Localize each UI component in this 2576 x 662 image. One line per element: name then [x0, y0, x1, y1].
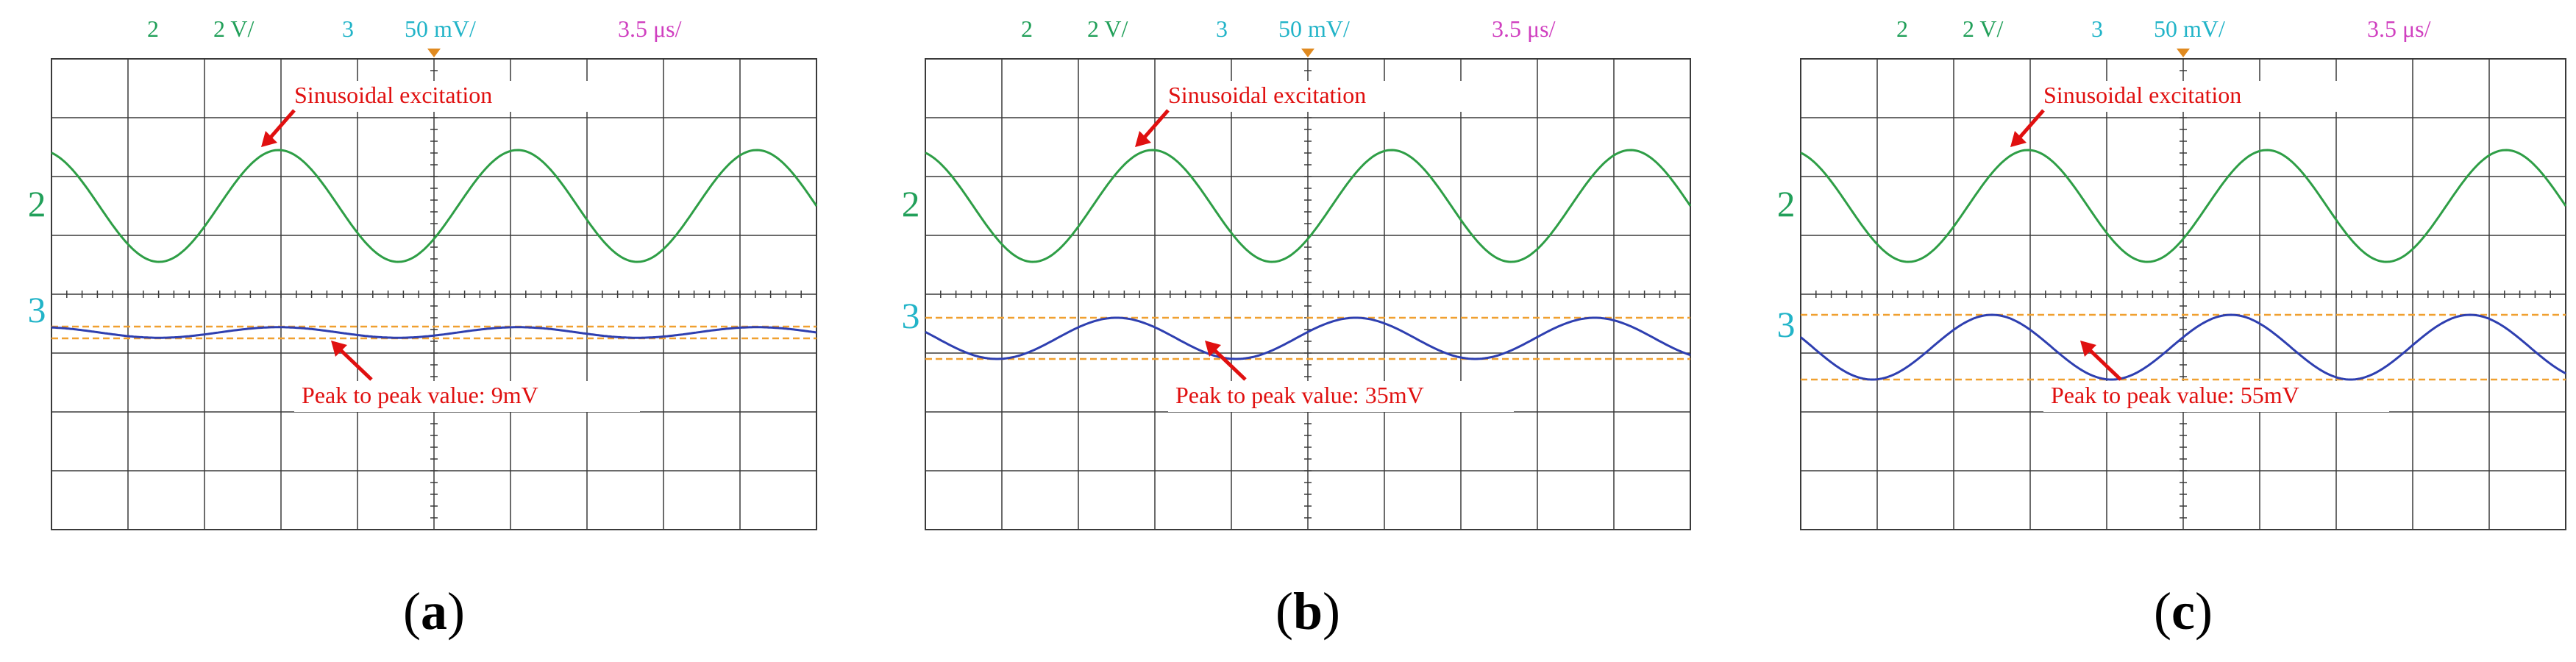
- scope-panel-c: 2 2 V/3 50 mV/3.5 μs/2 3 Sinusoidal excitati…: [1779, 0, 2576, 662]
- header-ch2-scale: 2 V/: [1963, 15, 2004, 42]
- header-ch3-scale: 50 mV/: [405, 15, 476, 42]
- annotation-peak-bg: [1168, 381, 1514, 412]
- annotation-peak: Peak to peak value: 35mV: [1175, 382, 1424, 408]
- arrow-head: [2080, 341, 2096, 357]
- arrow-head: [1135, 131, 1151, 147]
- oscilloscope-screen: 2 2 V/3 50 mV/3.5 μs/2 3 Sinusoidal excitati…: [29, 15, 818, 530]
- header-ch2-scale: 2 V/: [213, 15, 255, 42]
- annotation-excitation-bg: [1157, 81, 1466, 112]
- annotation-arrow-peak: [1211, 346, 1247, 381]
- annotation-peak-bg: [2043, 381, 2389, 412]
- trigger-marker: [1301, 49, 1314, 57]
- trigger-marker: [2177, 49, 2190, 57]
- annotation-excitation: Sinusoidal excitation: [294, 82, 492, 108]
- arrow-head: [1205, 341, 1221, 357]
- header-ch2-label: 2: [147, 15, 159, 42]
- header-timebase: 3.5 μs/: [2367, 15, 2431, 42]
- channel-label-3: 3: [903, 295, 920, 336]
- trace-ch3: [925, 316, 1691, 360]
- annotation-arrow-excitation: [2016, 109, 2045, 141]
- channel-label-2: 2: [1779, 183, 1796, 224]
- annotation-peak: Peak to peak value: 9mV: [302, 382, 538, 408]
- oscilloscope-screen: 2 2 V/3 50 mV/3.5 μs/2 3 Sinusoidal excitati…: [903, 15, 1692, 530]
- grid: [925, 58, 1691, 530]
- trace-ch3: [1800, 313, 2566, 381]
- annotation-excitation: Sinusoidal excitation: [1168, 82, 1366, 108]
- header-timebase: 3.5 μs/: [618, 15, 682, 42]
- oscilloscope-screen: 2 2 V/3 50 mV/3.5 μs/2 3 Sinusoidal excitati…: [1779, 15, 2567, 530]
- panel-caption: (a): [403, 582, 465, 641]
- trigger-marker: [427, 49, 441, 57]
- header-ch3-scale: 50 mV/: [1278, 15, 1350, 42]
- scope-panel-a: 2 2 V/3 50 mV/3.5 μs/2 3 Sinusoidal excitati…: [29, 0, 839, 662]
- channel-label-2: 2: [903, 183, 920, 224]
- header-ch3-label: 3: [2091, 15, 2103, 42]
- annotation-excitation: Sinusoidal excitation: [2043, 82, 2241, 108]
- header-ch3-label: 3: [342, 15, 354, 42]
- panel-caption: (b): [1275, 582, 1340, 641]
- arrow-head: [2010, 131, 2027, 147]
- annotation-arrow-excitation: [267, 109, 296, 141]
- header-ch2-scale: 2 V/: [1087, 15, 1128, 42]
- annotation-arrow-peak: [2086, 346, 2122, 381]
- arrow-head: [261, 131, 277, 147]
- panel-caption: (c): [2154, 582, 2213, 641]
- header-ch2-label: 2: [1896, 15, 1908, 42]
- grid: [51, 58, 817, 530]
- header-ch2-label: 2: [1021, 15, 1033, 42]
- annotation-excitation-bg: [2032, 81, 2341, 112]
- header-ch3-scale: 50 mV/: [2154, 15, 2225, 42]
- trace-ch2: [925, 149, 1692, 263]
- channel-label-2: 2: [29, 183, 46, 224]
- annotation-arrow-excitation: [1141, 109, 1170, 141]
- scope-panel-b: 2 2 V/3 50 mV/3.5 μs/2 3 Sinusoidal excitati…: [903, 0, 1712, 662]
- annotation-excitation-bg: [283, 81, 592, 112]
- annotation-arrow-peak: [337, 346, 373, 381]
- arrow-head: [331, 341, 347, 357]
- trace-ch2: [51, 149, 818, 263]
- header-timebase: 3.5 μs/: [1492, 15, 1556, 42]
- annotation-peak-bg: [294, 381, 640, 412]
- annotation-peak: Peak to peak value: 55mV: [2051, 382, 2299, 408]
- grid: [1800, 58, 2566, 530]
- channel-label-3: 3: [29, 289, 46, 330]
- header-ch3-label: 3: [1216, 15, 1228, 42]
- trace-ch2: [1800, 149, 2567, 263]
- trace-ch3: [51, 326, 817, 339]
- channel-label-3: 3: [1779, 304, 1796, 345]
